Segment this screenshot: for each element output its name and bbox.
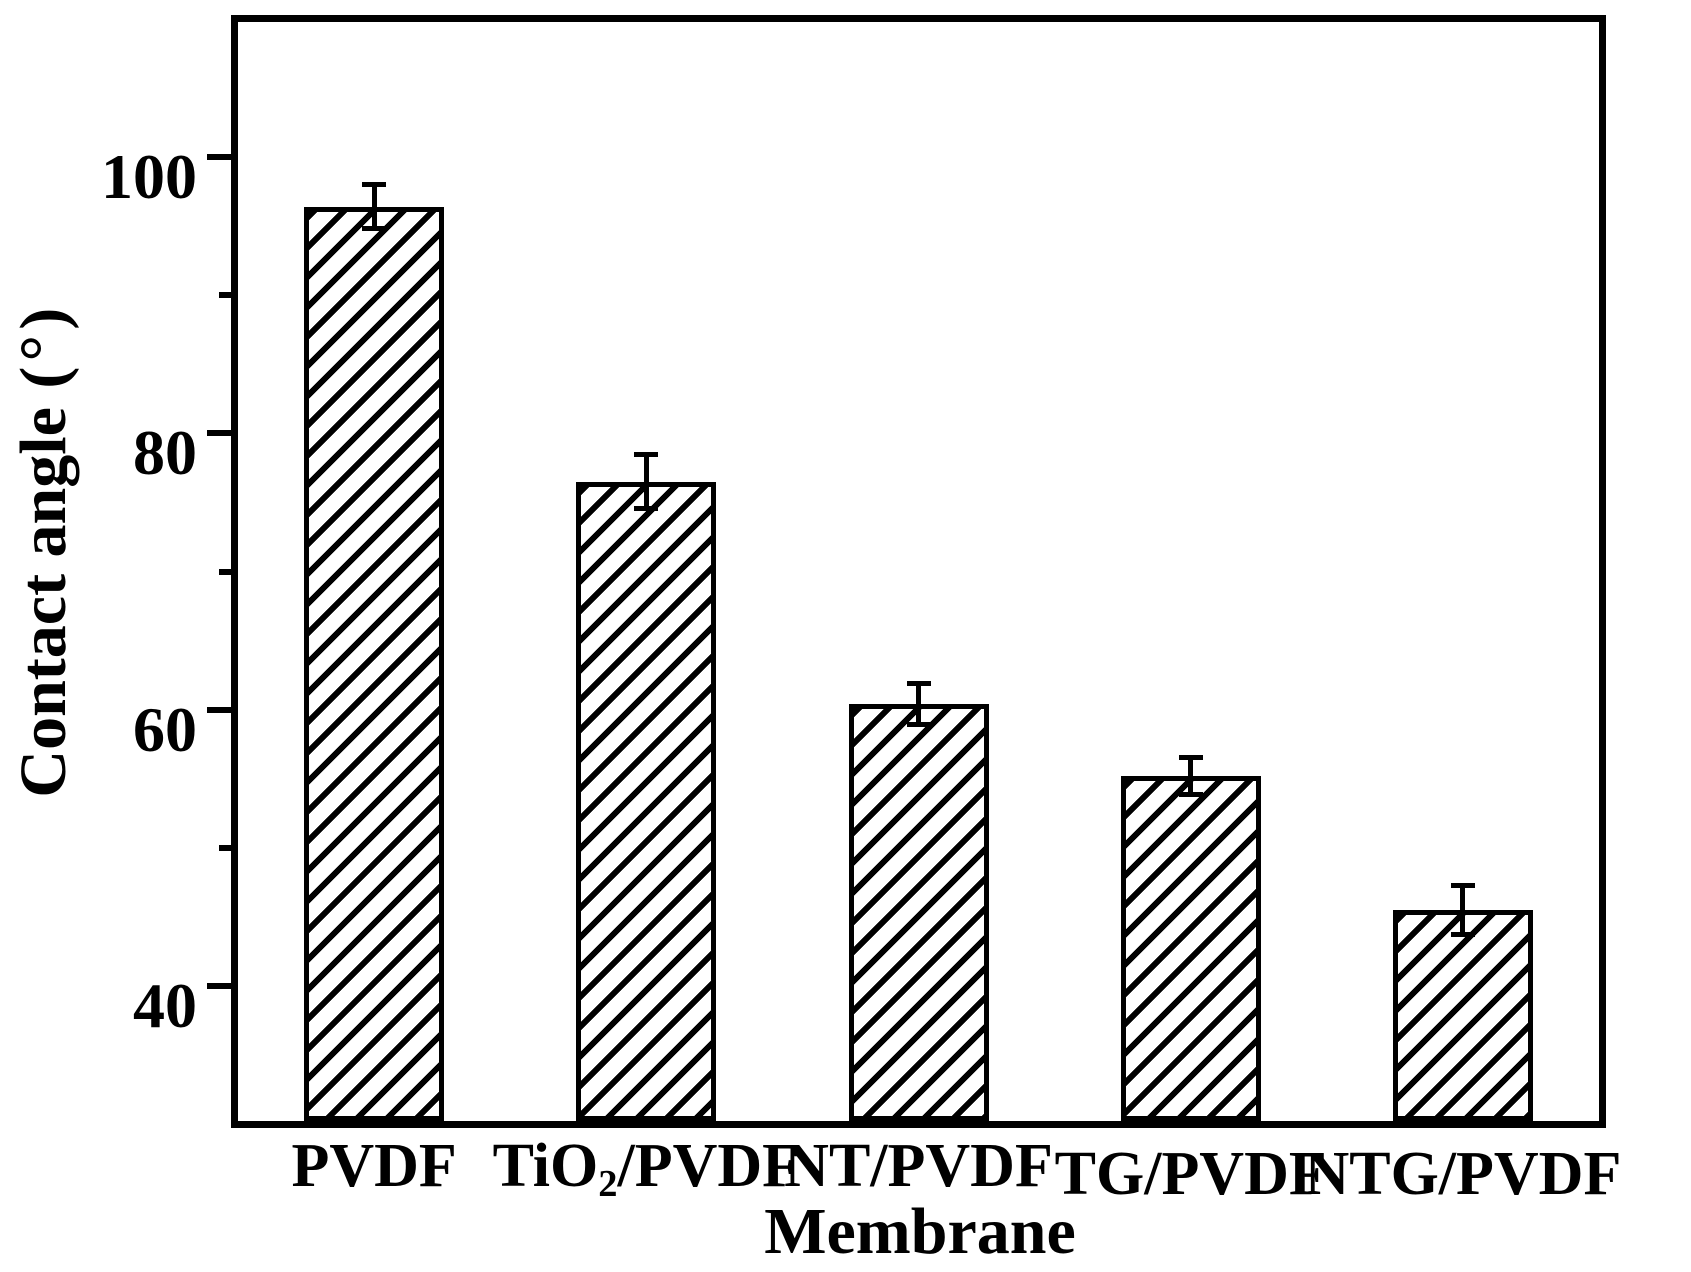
x-label-text: /PVDF [617,1132,801,1200]
error-bar-top-cap-tio2-pvdf [634,451,659,457]
x-label-text: NTG/PVDF [1304,1140,1622,1208]
y-minor-tick-90 [219,292,231,298]
error-bar-top-cap-pvdf [362,182,387,188]
y-minor-tick-70 [219,568,231,575]
error-bar-top-cap-nt-pvdf [906,681,931,687]
y-tick-label-100: 100 [101,140,197,212]
error-bar-top-cap-ntg-pvdf [1450,883,1475,889]
y-tick-label-40: 40 [133,970,197,1042]
x-tick-label-tio2-pvdf: TiO2/PVDF [493,1135,800,1215]
error-bar-bottom-cap-tg-pvdf [1178,792,1203,798]
y-major-tick-60 [207,706,231,713]
y-major-tick-100 [207,153,231,160]
error-bar-bottom-cap-nt-pvdf [906,721,931,727]
error-bar-bottom-cap-tio2-pvdf [634,506,659,512]
x-tick-label-ntg-pvdf: NTG/PVDF [1304,1143,1621,1205]
y-tick-label-60: 60 [133,693,197,765]
x-label-text: PVDF [291,1132,457,1200]
error-bar-top-cap-tg-pvdf [1178,754,1203,760]
x-label-text: TG/PVDF [1054,1140,1327,1208]
x-tick-label-pvdf: PVDF [291,1135,456,1197]
error-bar-nt-pvdf [916,683,921,725]
bar-pvdf [304,206,445,1121]
bar-nt-pvdf [848,704,989,1121]
bar-ntg-pvdf [1392,910,1533,1121]
y-major-tick-80 [207,430,231,437]
x-axis-title: Membrane [764,1195,1076,1268]
x-tick-label-tg-pvdf: TG/PVDF [1055,1143,1327,1205]
error-bar-ntg-pvdf [1460,885,1466,936]
x-label-text: NT/PVDF [784,1132,1053,1200]
y-tick-label-80: 80 [133,417,197,489]
x-label-text: TiO [492,1132,599,1200]
bar-tg-pvdf [1120,776,1261,1121]
error-bar-bottom-cap-pvdf [362,225,387,231]
error-bar-tg-pvdf [1188,756,1194,796]
x-tick-label-nt-pvdf: NT/PVDF [784,1135,1053,1197]
bar-tio2-pvdf [576,481,717,1121]
y-axis-unit: (°) [7,302,80,389]
error-bar-tio2-pvdf [643,453,649,510]
error-bar-bottom-cap-ntg-pvdf [1450,932,1475,938]
y-major-tick-40 [207,983,231,990]
x-label-subscript: 2 [598,1162,618,1205]
error-bar-pvdf [371,184,377,229]
y-minor-tick-50 [219,845,231,851]
